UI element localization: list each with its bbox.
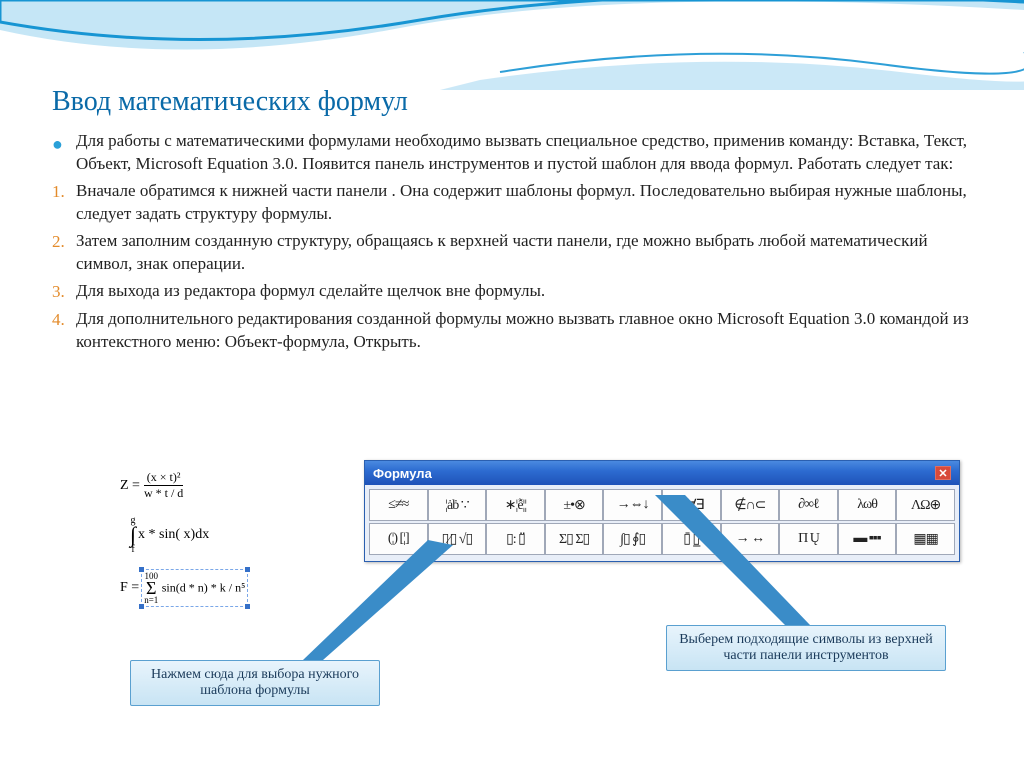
content-body: ● Для работы с математическими формулами… xyxy=(52,130,972,357)
tb-integral-button[interactable]: ∫▯ ∮▯ xyxy=(603,523,662,555)
z-den: w * t / d xyxy=(144,486,183,501)
toolbar-title: Формула xyxy=(373,466,432,481)
toolbar-titlebar[interactable]: Формула ✕ xyxy=(365,461,959,485)
tb-operators-button[interactable]: ±•⊗ xyxy=(545,489,604,521)
tb-greek-upper-button[interactable]: ΛΩ⊕ xyxy=(896,489,955,521)
tb-arrows-button[interactable]: →⇔↓ xyxy=(603,489,662,521)
tb-relational-button[interactable]: ≤≠≈ xyxy=(369,489,428,521)
list-number-1: 1. xyxy=(52,180,76,226)
int-expr: x * sin( x)dx xyxy=(138,527,209,543)
tb-boxes-button[interactable]: ▦▦ xyxy=(896,523,955,555)
tb-greek-lower-button[interactable]: λωθ xyxy=(838,489,897,521)
close-icon[interactable]: ✕ xyxy=(935,466,951,480)
formula-z: Z = (x × t)² w * t / d xyxy=(120,470,320,501)
tb-spaces-button[interactable]: ¦ȧḃ ∵ xyxy=(428,489,487,521)
z-label: Z = xyxy=(120,478,140,494)
int-lower: f xyxy=(131,544,134,555)
f-label: F = xyxy=(120,580,139,596)
list-number-2: 2. xyxy=(52,230,76,276)
step-1: Вначале обратимся к нижней части панели … xyxy=(76,180,972,226)
list-number-4: 4. xyxy=(52,308,76,354)
bullet-icon: ● xyxy=(52,130,76,176)
callout-right-arrow-icon xyxy=(655,495,835,655)
tb-matrix-button[interactable]: ▬ ▪▪▪ xyxy=(838,523,897,555)
step-3: Для выхода из редактора формул сделайте … xyxy=(76,280,972,304)
step-4: Для дополнительного редактирования созда… xyxy=(76,308,972,354)
z-num: (x × t)² xyxy=(147,470,181,485)
tb-embellish-button[interactable]: ∗¦ễ¦¦ xyxy=(486,489,545,521)
f-expr: sin(d * n) * k / n⁵ xyxy=(162,580,246,594)
tb-sum-button[interactable]: Σ▯ Σ▯ xyxy=(545,523,604,555)
callout-left-arrow-icon xyxy=(278,540,458,690)
intro-text: Для работы с математическими формулами н… xyxy=(76,130,972,176)
slide-title: Ввод математических формул xyxy=(52,86,408,118)
wave-decoration xyxy=(0,0,1024,90)
list-number-3: 3. xyxy=(52,280,76,304)
step-2: Затем заполним созданную структуру, обра… xyxy=(76,230,972,276)
sum-bot: n=1 xyxy=(144,595,158,605)
tb-subscript-button[interactable]: ▯: ▯̈ xyxy=(486,523,545,555)
